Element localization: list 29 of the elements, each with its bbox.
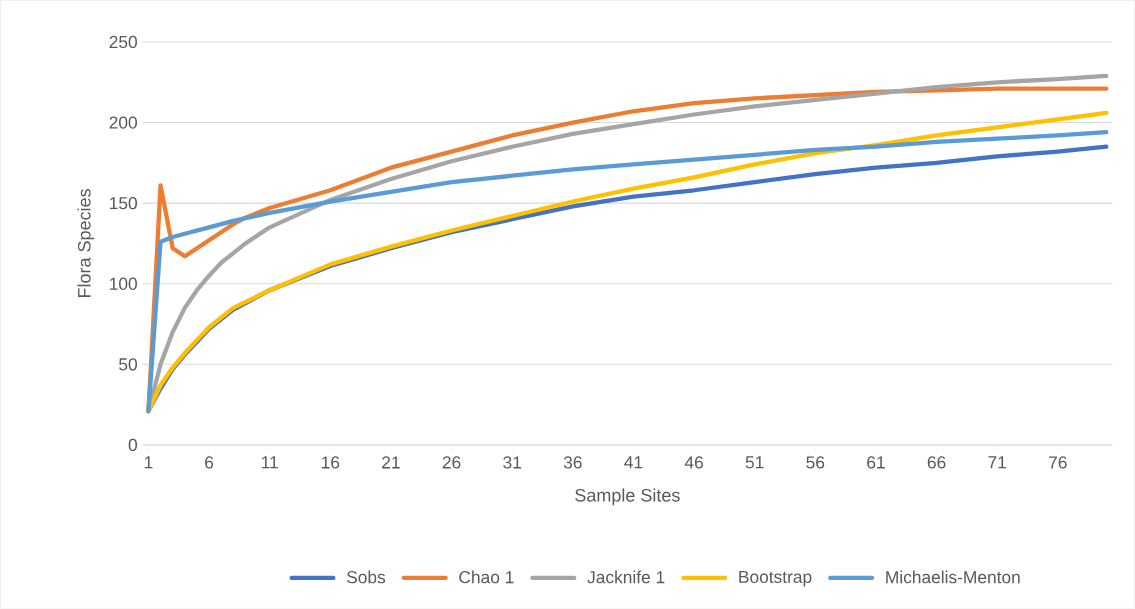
y-tick-label: 150 xyxy=(110,197,137,210)
x-tick-label: 41 xyxy=(624,456,643,469)
x-tick-label: 76 xyxy=(1049,456,1067,469)
legend-label: Chao 1 xyxy=(459,570,514,584)
x-tick-label: 36 xyxy=(563,456,582,469)
y-tick-label: 50 xyxy=(119,358,137,371)
y-tick-label: 0 xyxy=(128,438,137,452)
x-tick-label: 51 xyxy=(745,456,764,469)
y-tick-label: 100 xyxy=(110,277,137,291)
x-tick-label: 21 xyxy=(382,456,400,469)
y-tick-label: 200 xyxy=(109,116,137,129)
y-axis-title: Flora Species xyxy=(77,189,95,298)
x-tick-label: 11 xyxy=(262,456,278,469)
x-tick-label: 61 xyxy=(867,456,885,469)
x-axis-title: Sample Sites xyxy=(575,488,680,506)
y-tick-label: 250 xyxy=(109,36,137,49)
legend-label: Bootstrap xyxy=(739,571,812,587)
legend-label: Sobs xyxy=(346,570,386,584)
x-tick-label: 71 xyxy=(988,456,1006,469)
x-tick-label: 46 xyxy=(684,456,703,469)
x-tick-label: 31 xyxy=(503,456,521,469)
x-tick-label: 6 xyxy=(205,456,214,469)
x-tick-label: 16 xyxy=(321,456,340,469)
x-tick-label: 1 xyxy=(144,456,153,469)
x-tick-label: 26 xyxy=(442,456,461,469)
legend-label: Jacknife 1 xyxy=(587,570,665,584)
legend-label: Michaelis-Menton xyxy=(886,570,1020,584)
x-tick-label: 66 xyxy=(927,456,946,469)
x-tick-label: 56 xyxy=(806,456,825,469)
